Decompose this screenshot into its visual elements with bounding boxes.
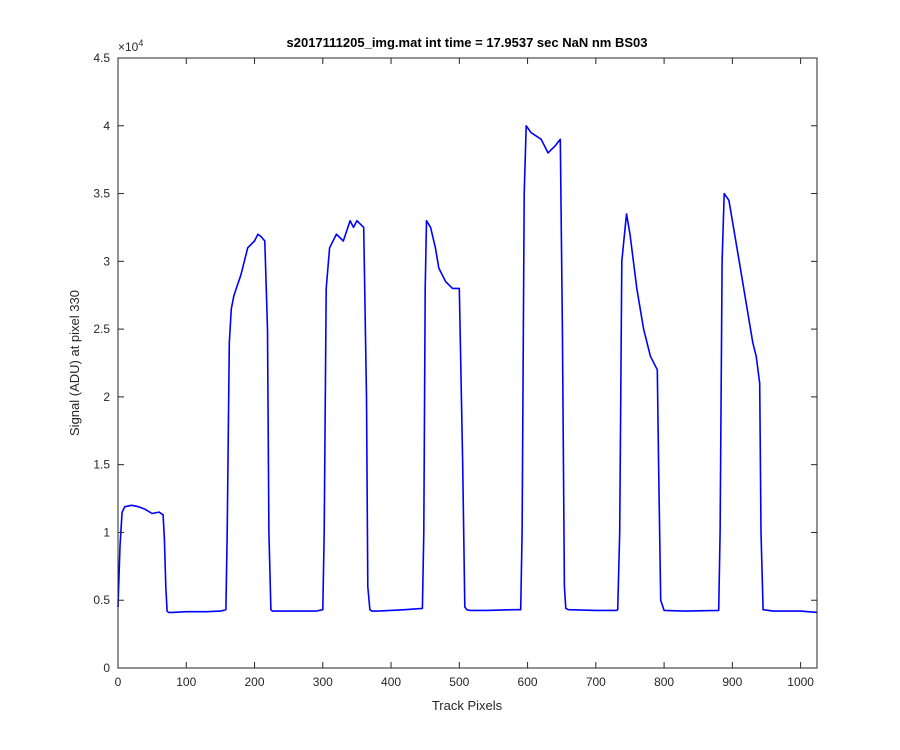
plot-area	[118, 58, 817, 668]
x-tick-label: 1000	[787, 675, 814, 689]
y-tick-label: 1	[103, 525, 110, 539]
y-axis-exponent-base: ×10	[118, 40, 139, 54]
x-tick-label: 100	[176, 675, 196, 689]
x-tick-label: 600	[518, 675, 538, 689]
axes-box	[117, 57, 818, 669]
x-tick-label: 0	[115, 675, 122, 689]
x-tick-label: 700	[586, 675, 606, 689]
axes-layer: 0 100 200 300 400 500 600 700 800 900 1000 0 0.5 1 1.5…	[93, 51, 818, 689]
x-tick-label: 500	[449, 675, 469, 689]
plot-background	[118, 58, 817, 668]
x-tick-label: 400	[381, 675, 401, 689]
y-tick-label: 2	[103, 390, 110, 404]
y-axis-exponent: ×104	[118, 38, 143, 54]
y-tick-label: 0.5	[93, 593, 110, 607]
chart-title: s2017111205_img.mat int time = 17.9537 s…	[287, 35, 648, 50]
y-axis-exponent-power: 4	[138, 38, 143, 48]
x-tick-label: 900	[722, 675, 742, 689]
y-tick-label: 3	[103, 254, 110, 268]
x-tick-label: 300	[313, 675, 333, 689]
y-tick-label: 3.5	[93, 187, 110, 201]
y-tick-label: 0	[103, 661, 110, 675]
y-tick-label: 1.5	[93, 458, 110, 472]
data-layer	[117, 125, 818, 614]
y-tick-label: 4	[103, 119, 110, 133]
x-tick-label: 800	[654, 675, 674, 689]
series-line-0	[117, 125, 818, 614]
x-tick-label: 200	[245, 675, 265, 689]
x-axis-label: Track Pixels	[432, 698, 503, 713]
y-tick-label: 4.5	[93, 51, 110, 65]
y-tick-label: 2.5	[93, 322, 110, 336]
y-axis-label: Signal (ADU) at pixel 330	[67, 290, 82, 436]
